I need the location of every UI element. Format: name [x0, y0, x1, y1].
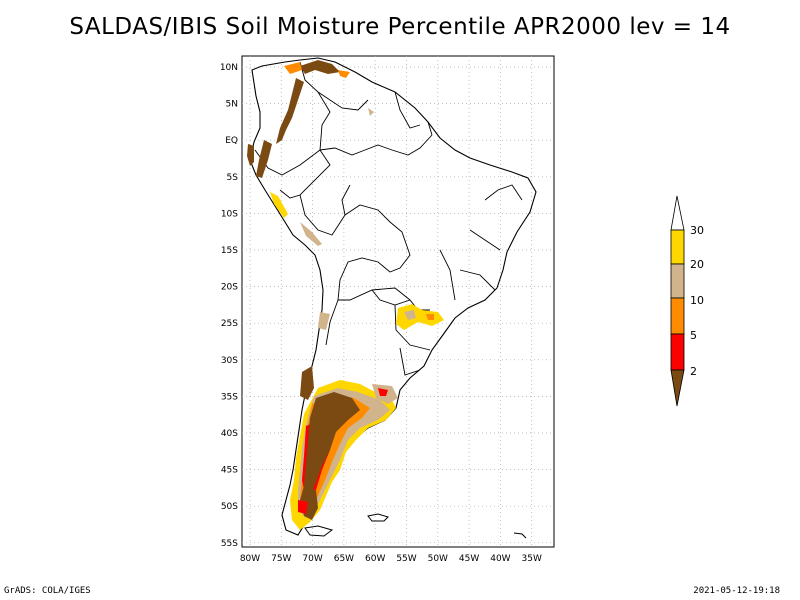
shade-andes-ecuador: [256, 140, 272, 178]
shade-chile-north: [300, 366, 314, 400]
legend-label-30: 30: [690, 224, 704, 237]
shade-andes-central: [318, 312, 330, 330]
shade-parana-tan: [404, 310, 416, 320]
footer-timestamp: 2021-05-12-19:18: [693, 586, 780, 596]
shade-parana-orange: [426, 314, 434, 320]
lat-label: 45S: [221, 466, 238, 476]
lat-label: 40S: [221, 429, 238, 439]
legend-label-5: 5: [690, 329, 697, 342]
lon-label: 50W: [428, 554, 448, 564]
legend-bottom-arrow: [670, 369, 685, 407]
lat-label: 25S: [221, 319, 238, 329]
footer-credit: GrADS: COLA/IGES: [4, 586, 91, 596]
lat-label: 15S: [221, 246, 238, 256]
falklands-outline: [367, 513, 389, 522]
lon-labels: 80W 75W 70W 65W 60W 55W 50W 45W 40W 35W: [240, 554, 542, 564]
page-title: SALDAS/IBIS Soil Moisture Percentile APR…: [69, 14, 731, 40]
tierra-del-fuego-outline: [304, 525, 334, 537]
legend-box-10-20: [670, 263, 685, 299]
lon-label: 40W: [490, 554, 510, 564]
lon-label: 35W: [522, 554, 542, 564]
shade-parana: [396, 304, 444, 330]
lat-label: EQ: [225, 136, 238, 146]
shade-peru-coast: [270, 192, 288, 218]
lon-label: 65W: [334, 554, 354, 564]
lon-label: 55W: [396, 554, 416, 564]
shade-argentina-brown: [304, 392, 360, 496]
lat-label: 35S: [221, 392, 238, 402]
country-borders: [254, 61, 523, 376]
lat-label: 20S: [221, 283, 238, 293]
lat-label: 5N: [226, 100, 238, 110]
shade-buenos-aires-red: [378, 388, 388, 396]
lat-label: 55S: [221, 539, 238, 549]
lat-labels: 10N 5N EQ 5S 10S 15S 20S 25S 30S 35S 40S 45S 50S 55S: [220, 63, 238, 549]
shade-chile-south-red: [298, 500, 308, 514]
lat-label: 50S: [221, 502, 238, 512]
moisture-shading: [247, 60, 444, 530]
color-legend: 30 20 10 5 2: [670, 195, 704, 407]
lat-label: 5S: [227, 173, 239, 183]
lon-label: 75W: [271, 554, 291, 564]
lat-label: 10S: [221, 209, 238, 219]
legend-box-5-10: [670, 297, 685, 335]
lon-label: 60W: [365, 554, 385, 564]
map-grid: [242, 56, 554, 547]
legend-box-2-5: [670, 333, 685, 371]
legend-label-20: 20: [690, 258, 704, 271]
shade-north-venezuela: [300, 60, 340, 74]
shade-north-coast-red: [284, 62, 302, 74]
legend-top-arrow: [670, 195, 685, 231]
shade-andes-colombia: [276, 78, 304, 144]
lon-label: 70W: [302, 554, 322, 564]
lat-label: 30S: [221, 356, 238, 366]
legend-label-2: 2: [690, 365, 697, 378]
small-island-outline: [513, 532, 527, 539]
legend-box-20-30: [670, 229, 685, 265]
shade-colombia-west: [247, 144, 254, 166]
shade-north-coast-east: [338, 70, 350, 78]
lon-label: 80W: [240, 554, 260, 564]
map-frame: [241, 55, 555, 548]
legend-label-10: 10: [690, 294, 704, 307]
shade-peru-coast-2: [300, 222, 322, 246]
lat-label: 10N: [220, 63, 238, 73]
shade-venezuela-east: [368, 108, 374, 116]
lon-label: 45W: [459, 554, 479, 564]
south-america-outline: [249, 57, 537, 536]
